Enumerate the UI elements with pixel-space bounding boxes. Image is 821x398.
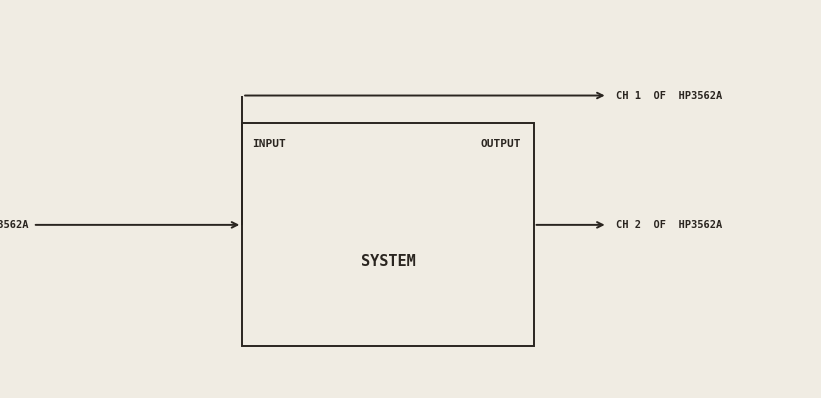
Text: CH 2  OF  HP3562A: CH 2 OF HP3562A xyxy=(616,220,722,230)
Text: SYSTEM: SYSTEM xyxy=(360,254,415,269)
Text: OUTPUT: OUTPUT xyxy=(481,139,521,149)
Text: INPUT: INPUT xyxy=(252,139,286,149)
Text: CH 1  OF  HP3562A: CH 1 OF HP3562A xyxy=(616,90,722,101)
Text: SOURCE OF HP 3562A: SOURCE OF HP 3562A xyxy=(0,220,29,230)
